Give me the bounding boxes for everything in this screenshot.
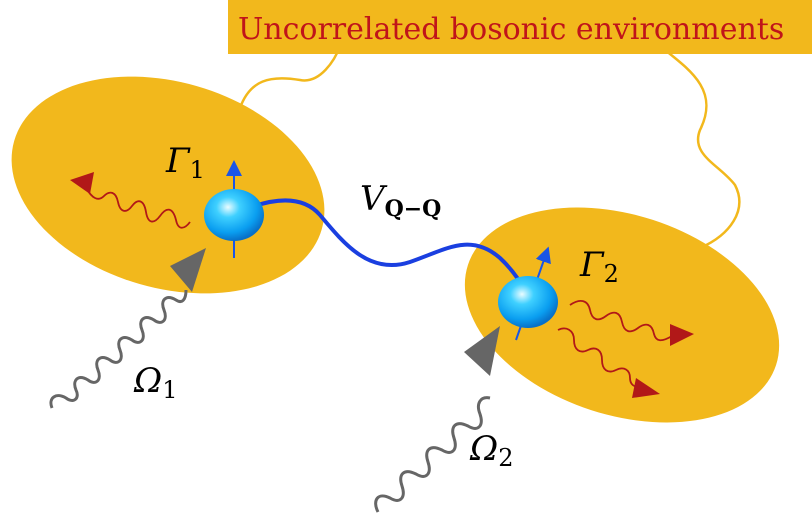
drive-wave-1 <box>49 289 188 409</box>
omega2-label: Ω2 <box>469 429 513 472</box>
environment-ellipse-1 <box>11 76 325 294</box>
environment-wire-left <box>238 45 342 109</box>
omega1-label: Ω1 <box>133 361 177 404</box>
emission-arrowhead-2 <box>670 324 694 346</box>
quantum-dot-2 <box>498 276 558 328</box>
emission-arrowhead-3 <box>632 378 660 398</box>
emission-wave-3 <box>557 327 641 388</box>
drive-wave-2 <box>374 396 491 513</box>
environment-wire-right <box>659 45 741 250</box>
quantum-dot-1 <box>204 189 264 241</box>
environment-label: Uncorrelated bosonic environments <box>238 12 784 47</box>
drive-arrowhead-2 <box>464 326 500 376</box>
gamma2-label: Γ2 <box>579 245 619 288</box>
emission-arrowhead-1 <box>70 172 94 194</box>
emission-wave-2 <box>569 299 673 342</box>
emission-wave-1 <box>85 187 191 229</box>
drive-arrowhead-1 <box>170 248 206 292</box>
environment-label-box <box>228 0 812 54</box>
gamma1-label: Γ1 <box>165 141 205 184</box>
coupling-wire <box>233 198 530 297</box>
environment-ellipse-2 <box>464 207 780 423</box>
coupling-label: VQ−Q <box>360 179 441 222</box>
